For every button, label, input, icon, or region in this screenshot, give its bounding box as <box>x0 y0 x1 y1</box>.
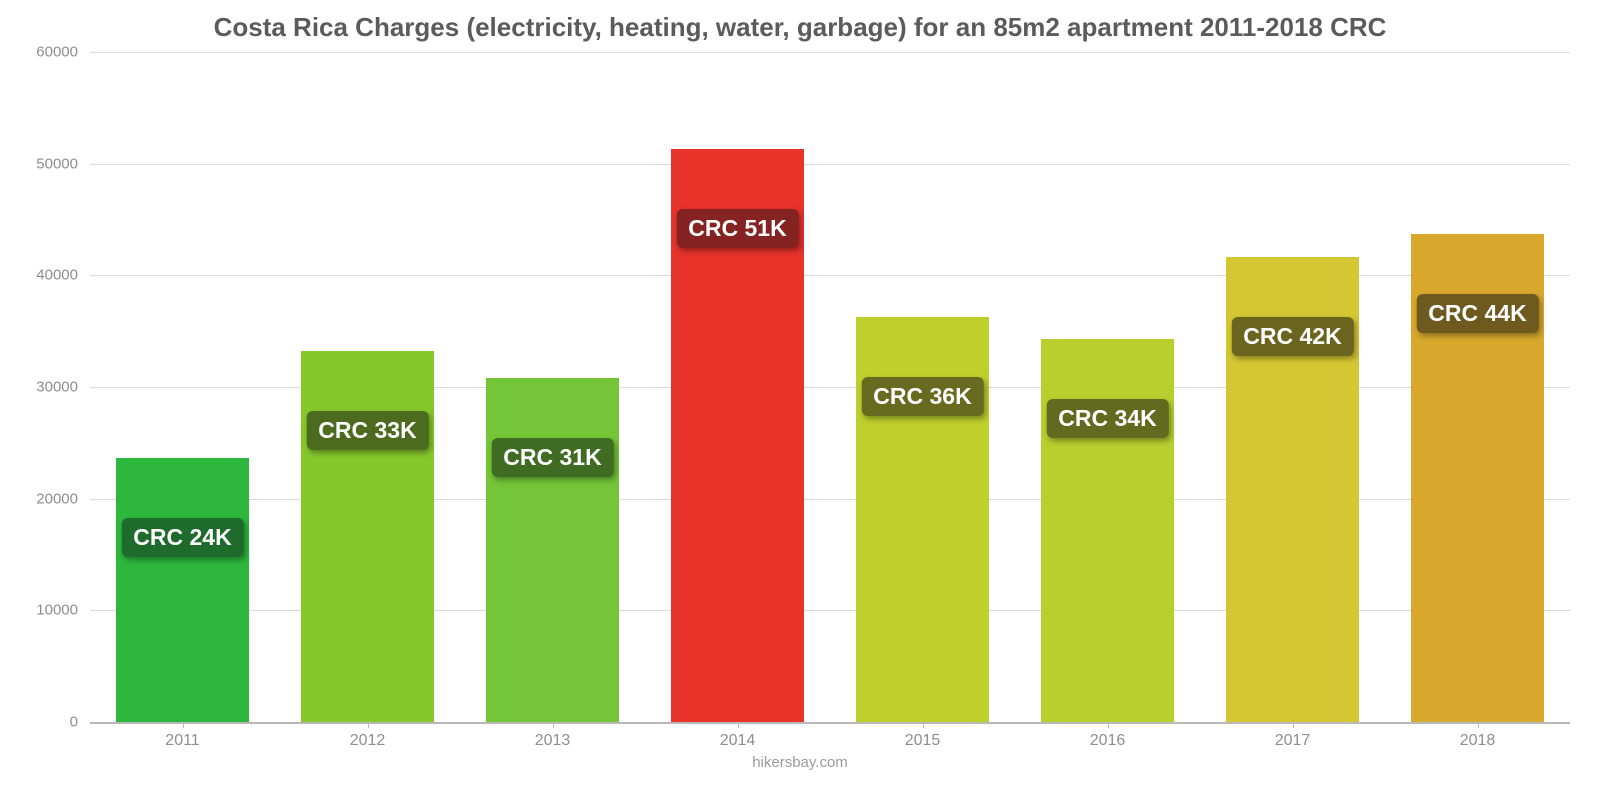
x-tick-label: 2013 <box>535 732 571 750</box>
chart-container: Costa Rica Charges (electricity, heating… <box>0 0 1600 800</box>
bar-slot: CRC 24K <box>90 52 275 722</box>
bar-slot: CRC 36K <box>830 52 1015 722</box>
x-tick-mark <box>368 722 369 728</box>
bar-value-label: CRC 24K <box>121 518 243 557</box>
bar-slot: CRC 31K <box>460 52 645 722</box>
x-tick-label: 2011 <box>165 732 199 750</box>
bar-slot: CRC 34K <box>1015 52 1200 722</box>
bar-value-label: CRC 51K <box>676 209 798 248</box>
y-tick-label: 30000 <box>0 379 78 396</box>
x-tick-mark <box>1108 722 1109 728</box>
bar <box>301 351 434 722</box>
bar-value-label: CRC 44K <box>1416 294 1538 333</box>
bar <box>116 458 249 722</box>
x-tick-label: 2015 <box>905 732 941 750</box>
x-tick-label: 2012 <box>350 732 386 750</box>
x-tick-mark <box>553 722 554 728</box>
bar-value-label: CRC 34K <box>1046 399 1168 438</box>
source-label: hikersbay.com <box>0 754 1600 771</box>
bar-slot: CRC 42K <box>1200 52 1385 722</box>
chart-title: Costa Rica Charges (electricity, heating… <box>0 12 1600 43</box>
bar-slot: CRC 51K <box>645 52 830 722</box>
x-tick-label: 2018 <box>1460 732 1496 750</box>
x-tick-label: 2016 <box>1090 732 1126 750</box>
x-tick-mark <box>1478 722 1479 728</box>
bar-value-label: CRC 31K <box>491 438 613 477</box>
bar-value-label: CRC 42K <box>1231 317 1353 356</box>
bar-value-label: CRC 36K <box>861 377 983 416</box>
plot-area: CRC 24K CRC 33K CRC 31K CRC 51K CRC 36K CRC 3… <box>90 52 1570 722</box>
x-tick-mark <box>183 722 184 728</box>
y-tick-label: 20000 <box>0 490 78 507</box>
x-tick-label: 2017 <box>1275 732 1311 750</box>
grid-line <box>90 722 1570 724</box>
bar-slot: CRC 33K <box>275 52 460 722</box>
x-tick-mark <box>1293 722 1294 728</box>
bar <box>486 378 619 722</box>
x-tick-mark <box>738 722 739 728</box>
y-tick-label: 0 <box>0 714 78 731</box>
bars-group: CRC 24K CRC 33K CRC 31K CRC 51K CRC 36K CRC 3… <box>90 52 1570 722</box>
x-tick-label: 2014 <box>720 732 756 750</box>
y-tick-label: 60000 <box>0 44 78 61</box>
bar-slot: CRC 44K <box>1385 52 1570 722</box>
bar <box>1041 339 1174 722</box>
bar-value-label: CRC 33K <box>306 411 428 450</box>
y-tick-label: 40000 <box>0 267 78 284</box>
x-tick-mark <box>923 722 924 728</box>
y-tick-label: 50000 <box>0 155 78 172</box>
y-tick-label: 10000 <box>0 602 78 619</box>
